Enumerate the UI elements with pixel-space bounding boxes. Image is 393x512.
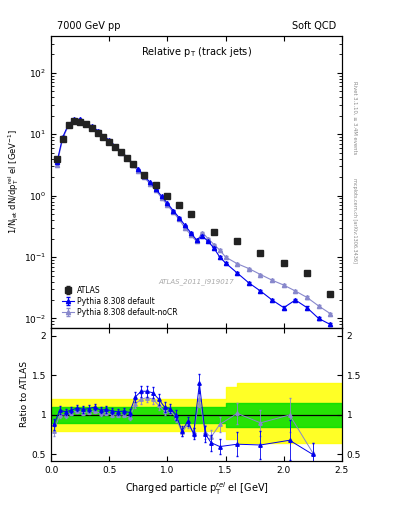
Y-axis label: 1/N$_\mathregular{jet}$ dN/dp$_\mathregular{T}^\mathregular{rel}$ el [GeV$^{-1}$: 1/N$_\mathregular{jet}$ dN/dp$_\mathregu… [7, 130, 21, 234]
Text: mcplots.cern.ch [arXiv:1306.3436]: mcplots.cern.ch [arXiv:1306.3436] [352, 178, 357, 263]
Text: Soft QCD: Soft QCD [292, 22, 336, 31]
Legend: ATLAS, Pythia 8.308 default, Pythia 8.308 default-noCR: ATLAS, Pythia 8.308 default, Pythia 8.30… [61, 285, 179, 318]
Text: Relative p$_\mathregular{T}$ (track jets): Relative p$_\mathregular{T}$ (track jets… [141, 45, 252, 58]
X-axis label: Charged particle p$_\mathregular{T}^{rel}$ el [GeV]: Charged particle p$_\mathregular{T}^{rel… [125, 480, 268, 497]
Text: 7000 GeV pp: 7000 GeV pp [57, 22, 120, 31]
Text: Rivet 3.1.10, ≥ 3.4M events: Rivet 3.1.10, ≥ 3.4M events [352, 81, 357, 155]
Text: ATLAS_2011_I919017: ATLAS_2011_I919017 [159, 278, 234, 285]
Y-axis label: Ratio to ATLAS: Ratio to ATLAS [20, 361, 29, 428]
